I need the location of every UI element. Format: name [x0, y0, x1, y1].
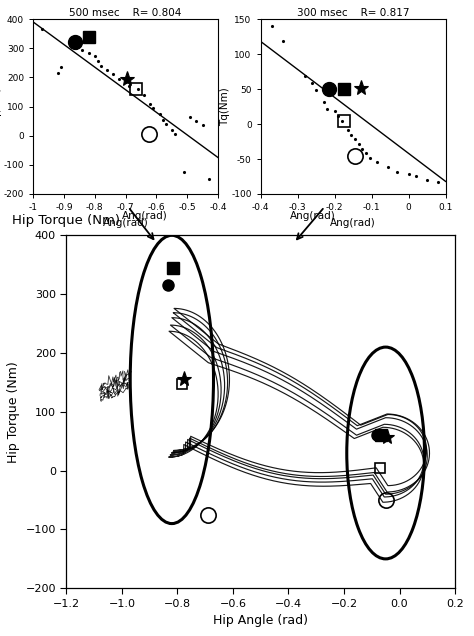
- X-axis label: Hip Angle (rad): Hip Angle (rad): [213, 614, 308, 627]
- X-axis label: Ang(rad): Ang(rad): [103, 218, 148, 228]
- X-axis label: Ang(rad): Ang(rad): [330, 218, 376, 228]
- Text: Ang(rad): Ang(rad): [290, 211, 336, 221]
- Title: 500 msec    R= 0.804: 500 msec R= 0.804: [69, 8, 182, 18]
- Title: 300 msec    R= 0.817: 300 msec R= 0.817: [297, 8, 410, 18]
- Y-axis label: Tq(Nm): Tq(Nm): [0, 87, 2, 126]
- Y-axis label: Tq(Nm): Tq(Nm): [220, 87, 230, 126]
- Text: Ang(rad): Ang(rad): [122, 211, 167, 221]
- Y-axis label: Hip Torque (Nm): Hip Torque (Nm): [7, 361, 20, 462]
- Text: Hip Torque (Nm): Hip Torque (Nm): [12, 214, 120, 227]
